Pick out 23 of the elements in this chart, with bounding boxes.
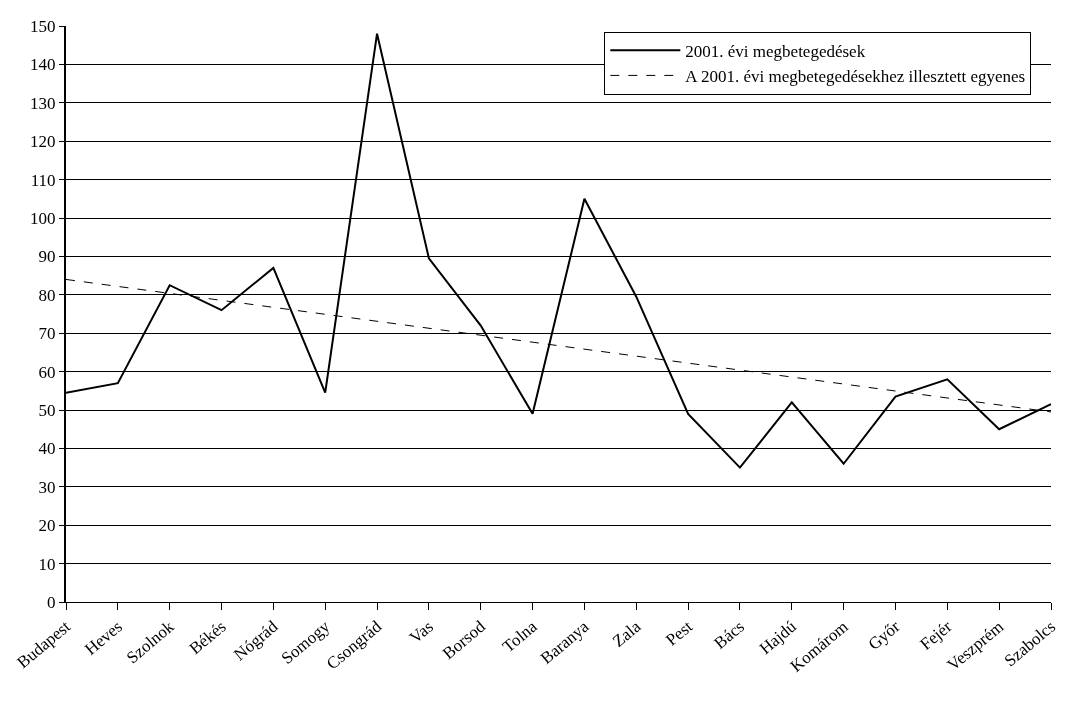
x-tick-label: Zala [608,616,645,651]
legend-label: A 2001. évi megbetegedésekhez illesztett egyenes [685,67,1026,87]
y-tick-label: 140 [30,55,56,75]
y-tick-label: 50 [38,400,56,420]
y-tick-label: 150 [30,16,56,36]
y-tick-label: 20 [38,516,56,536]
y-tick-label: 130 [30,93,56,113]
y-tick-label: 110 [30,170,56,190]
y-tick-label: 90 [38,247,56,267]
y-tick-label: 10 [38,554,56,574]
legend-label: 2001. évi megbetegedések [685,41,866,61]
x-tick-label: Pest [662,616,697,650]
y-tick-label: 0 [47,592,56,612]
x-tick-label: Vas [405,616,437,648]
y-tick-label: 80 [38,285,56,305]
y-tick-label: 70 [38,324,56,344]
x-tick-label: Bács [710,616,748,653]
y-tick-label: 60 [38,362,56,382]
y-tick-label: 100 [30,208,56,228]
y-tick-label: 30 [38,477,56,497]
y-tick-label: 120 [30,132,56,152]
y-tick-label: 40 [38,439,56,459]
x-tick-label: Győr [864,616,904,654]
